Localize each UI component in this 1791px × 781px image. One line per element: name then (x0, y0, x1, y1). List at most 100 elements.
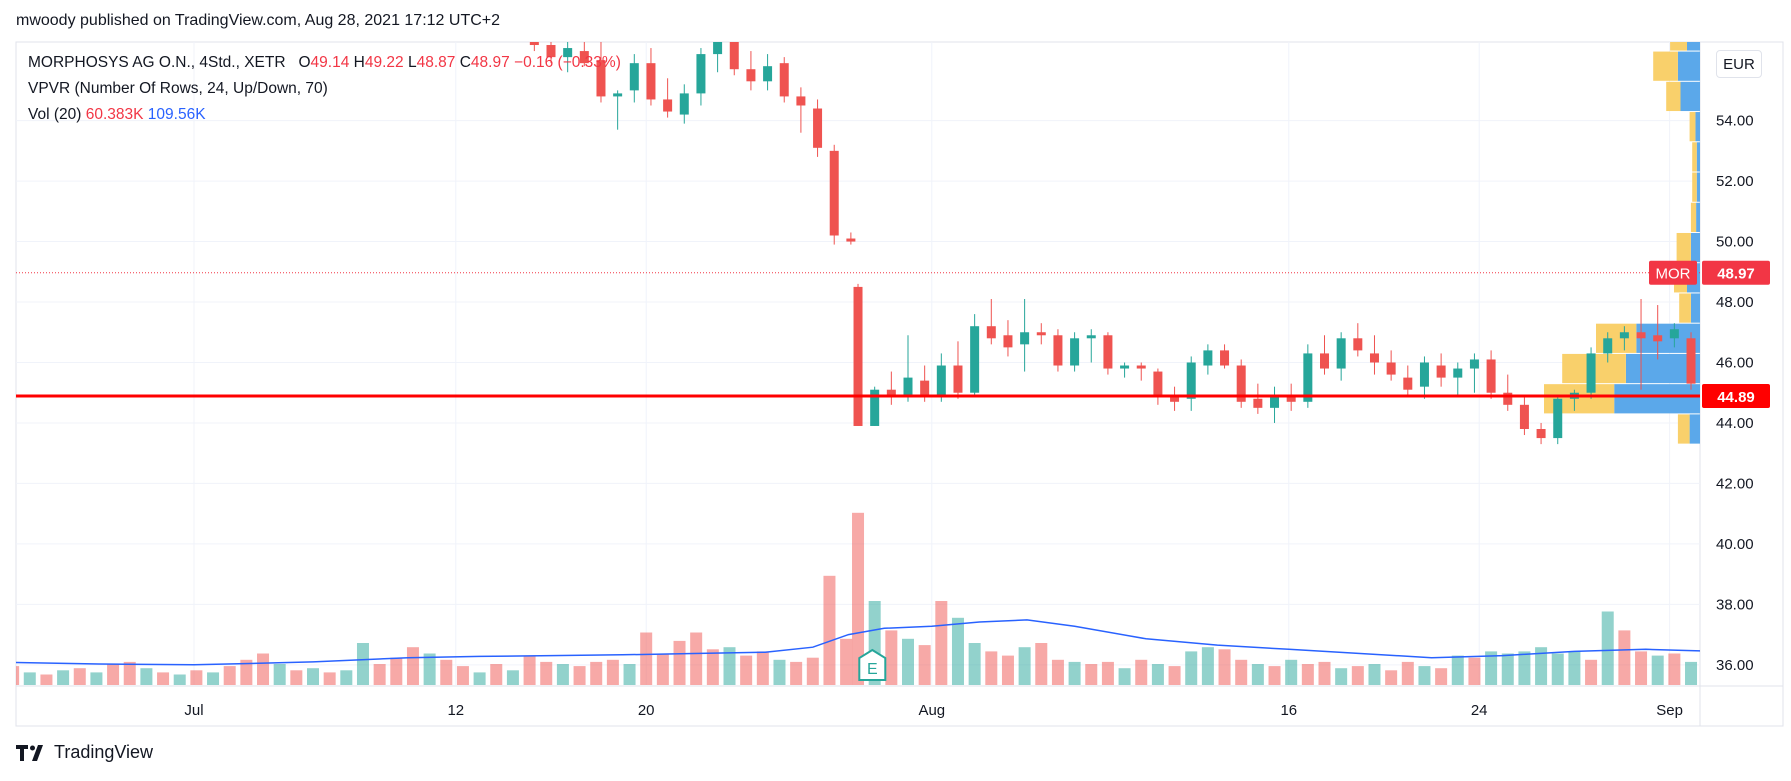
volume-bar (1251, 664, 1264, 685)
volume-bar (1051, 659, 1064, 685)
candle-body (1020, 332, 1030, 345)
candle-body (596, 60, 606, 97)
candles (529, 42, 1779, 445)
last-price-value: 48.97 (1717, 266, 1755, 283)
candle-body (870, 389, 880, 426)
x-tick-label: Aug (918, 702, 945, 719)
vp-bar-up (1695, 112, 1700, 142)
volume-bar (1185, 651, 1198, 685)
candle-body (853, 286, 863, 426)
candle-body (1336, 338, 1346, 369)
y-tick-label: 40.00 (1716, 536, 1754, 553)
volume-bar (723, 647, 736, 685)
volume-bar (1368, 664, 1381, 685)
volume-bar (1418, 666, 1431, 685)
volume-bar (951, 617, 964, 685)
earnings-marker-shape (858, 648, 887, 681)
volume-bar (1218, 649, 1231, 685)
candle-body (1386, 362, 1396, 375)
legend-volume-row: Vol (20) 60.383K 109.56K (28, 106, 206, 124)
candle-body (1669, 329, 1679, 339)
volume-bar (606, 659, 619, 685)
volume-bar (257, 653, 270, 685)
volume-bar (1618, 630, 1631, 685)
volume-bar (656, 653, 669, 685)
volume-bar (1568, 651, 1581, 685)
candle-body (679, 93, 689, 115)
y-tick-label: 54.00 (1716, 113, 1754, 130)
candle-body (1536, 429, 1546, 439)
candle-body (1770, 332, 1779, 333)
candle-body (936, 365, 946, 396)
candle-body (1303, 353, 1313, 402)
earnings-marker[interactable]: E (858, 648, 887, 681)
volume-bar (423, 653, 436, 685)
volume-bar (373, 664, 386, 685)
volume-bar (406, 647, 419, 685)
legend-vpvr[interactable]: VPVR (Number Of Rows, 24, Up/Down, 70) (28, 80, 328, 97)
volume-bar (623, 664, 636, 685)
candle-body (1686, 338, 1696, 384)
volume-bar (935, 601, 948, 685)
vp-bar-up (1696, 172, 1700, 202)
legend-vol-label[interactable]: Vol (20) (28, 106, 82, 123)
candle-body (729, 42, 739, 70)
volume-bar (1702, 660, 1714, 685)
candle-body (1419, 362, 1429, 387)
legend-o-label: O (298, 54, 311, 71)
legend-c-label: C (459, 54, 471, 71)
vp-bar-down (1596, 323, 1637, 353)
volume-bar (756, 651, 769, 685)
volume-bar (773, 659, 786, 685)
currency-button[interactable]: EUR (1716, 50, 1762, 78)
volume-bar (1501, 653, 1514, 685)
y-tick-label: 48.00 (1716, 294, 1754, 311)
candle-body (563, 48, 573, 58)
candle-body (1453, 368, 1463, 378)
volume-bar (590, 661, 603, 685)
volume-bar (1485, 651, 1498, 685)
x-tick-label: Sep (1656, 702, 1683, 719)
vp-bar-up (1689, 414, 1700, 444)
volume-bar (690, 632, 703, 685)
candle-body (1486, 359, 1496, 393)
candle-body (813, 108, 823, 148)
chart-frame (15, 41, 1784, 727)
candle-body (1603, 338, 1613, 354)
candle-body (986, 326, 996, 339)
x-tick-label: 20 (638, 702, 655, 719)
candle-body (1036, 332, 1046, 336)
tradingview-logo-icon (16, 744, 43, 761)
volume-bar (706, 649, 719, 685)
volume-bar (1651, 655, 1664, 685)
volume-bar (290, 670, 303, 685)
volume-bar (1101, 661, 1114, 685)
volume-bar (1018, 647, 1031, 685)
volume-bar (1451, 655, 1464, 685)
candle-body (1220, 350, 1230, 366)
legend-symbol-row: MORPHOSYS AG O.N., 4Std., XETR O49.14 H4… (28, 54, 621, 72)
legend-symbol[interactable]: MORPHOSYS AG O.N., 4Std., XETR (28, 54, 286, 71)
candle-body (1186, 362, 1196, 399)
volume-bar (356, 643, 369, 685)
volume-bar (123, 661, 136, 685)
candle-body (829, 150, 839, 236)
axes: 36.00 38.00 40.00 42.00 44.00 46.00 48.00 50.00… (184, 113, 1754, 719)
earnings-marker-label: E (867, 661, 878, 678)
volume-bar (307, 668, 319, 685)
legend-low: 48.87 (416, 54, 456, 71)
volume-bar (1768, 656, 1780, 685)
volume-bar (340, 670, 353, 685)
volume-bars (16, 512, 1780, 685)
vp-bar-down (1670, 42, 1687, 51)
volume-bar (1001, 655, 1014, 685)
volume-bar (1551, 653, 1564, 685)
vp-bar-up (1687, 42, 1700, 51)
volume-bar (1151, 664, 1164, 685)
vp-bar-down (1666, 81, 1681, 112)
legend-l-label: L (407, 54, 417, 71)
candle-body (953, 365, 963, 393)
candle-body (1553, 398, 1563, 439)
volume-bar (190, 670, 203, 685)
